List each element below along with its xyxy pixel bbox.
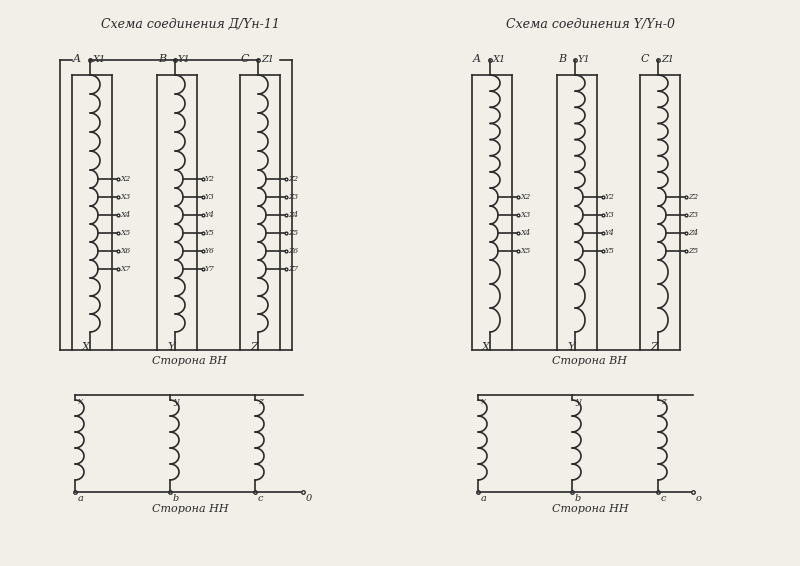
Text: Сторона НН: Сторона НН <box>152 504 228 514</box>
Text: Z2: Z2 <box>688 193 698 201</box>
Text: X5: X5 <box>120 229 130 237</box>
Text: Z4: Z4 <box>688 229 698 237</box>
Text: Сторона ВН: Сторона ВН <box>153 356 227 366</box>
Text: z: z <box>661 397 666 406</box>
Text: Z4: Z4 <box>288 211 298 219</box>
Text: Z2: Z2 <box>288 175 298 183</box>
Text: X5: X5 <box>520 247 530 255</box>
Text: C: C <box>241 54 249 64</box>
Text: A: A <box>473 54 481 64</box>
Text: Y2: Y2 <box>605 193 615 201</box>
Text: Y: Y <box>167 342 174 352</box>
Text: Схема соединения Д/Yн-11: Схема соединения Д/Yн-11 <box>101 18 279 31</box>
Text: Y1: Y1 <box>578 54 590 63</box>
Text: Схема соединения Y/Yн-0: Схема соединения Y/Yн-0 <box>506 18 674 31</box>
Text: B: B <box>158 54 166 64</box>
Text: y: y <box>173 397 178 406</box>
Text: Z7: Z7 <box>288 265 298 273</box>
Text: z: z <box>258 397 263 406</box>
Text: Z6: Z6 <box>288 247 298 255</box>
Text: Z5: Z5 <box>288 229 298 237</box>
Text: 0: 0 <box>306 494 312 503</box>
Text: Y5: Y5 <box>605 247 615 255</box>
Text: y: y <box>575 397 581 406</box>
Text: Y7: Y7 <box>205 265 215 273</box>
Text: a: a <box>78 494 84 503</box>
Text: Y3: Y3 <box>205 193 215 201</box>
Text: Z5: Z5 <box>688 247 698 255</box>
Text: X4: X4 <box>520 229 530 237</box>
Text: c: c <box>258 494 263 503</box>
Text: b: b <box>173 494 179 503</box>
Text: Z: Z <box>650 342 658 352</box>
Text: o: o <box>696 494 702 503</box>
Text: Y4: Y4 <box>205 211 215 219</box>
Text: Z3: Z3 <box>688 211 698 219</box>
Text: X3: X3 <box>520 211 530 219</box>
Text: Y5: Y5 <box>205 229 215 237</box>
Text: X1: X1 <box>493 54 506 63</box>
Text: Z: Z <box>250 342 258 352</box>
Text: X1: X1 <box>93 54 106 63</box>
Text: x: x <box>78 397 83 406</box>
Text: X4: X4 <box>120 211 130 219</box>
Text: C: C <box>641 54 649 64</box>
Text: Y1: Y1 <box>178 54 190 63</box>
Text: A: A <box>73 54 81 64</box>
Text: Y4: Y4 <box>605 229 615 237</box>
Text: X: X <box>482 342 490 352</box>
Text: X2: X2 <box>520 193 530 201</box>
Text: Y6: Y6 <box>205 247 215 255</box>
Text: Z3: Z3 <box>288 193 298 201</box>
Text: x: x <box>481 397 486 406</box>
Text: X6: X6 <box>120 247 130 255</box>
Text: c: c <box>661 494 666 503</box>
Text: B: B <box>558 54 566 64</box>
Text: Z1: Z1 <box>661 54 674 63</box>
Text: X2: X2 <box>120 175 130 183</box>
Text: X3: X3 <box>120 193 130 201</box>
Text: Y3: Y3 <box>605 211 615 219</box>
Text: Y: Y <box>567 342 574 352</box>
Text: X: X <box>82 342 90 352</box>
Text: Z1: Z1 <box>261 54 274 63</box>
Text: Сторона ВН: Сторона ВН <box>553 356 627 366</box>
Text: a: a <box>481 494 487 503</box>
Text: Y2: Y2 <box>205 175 215 183</box>
Text: Сторона НН: Сторона НН <box>552 504 628 514</box>
Text: X7: X7 <box>120 265 130 273</box>
Text: b: b <box>575 494 582 503</box>
